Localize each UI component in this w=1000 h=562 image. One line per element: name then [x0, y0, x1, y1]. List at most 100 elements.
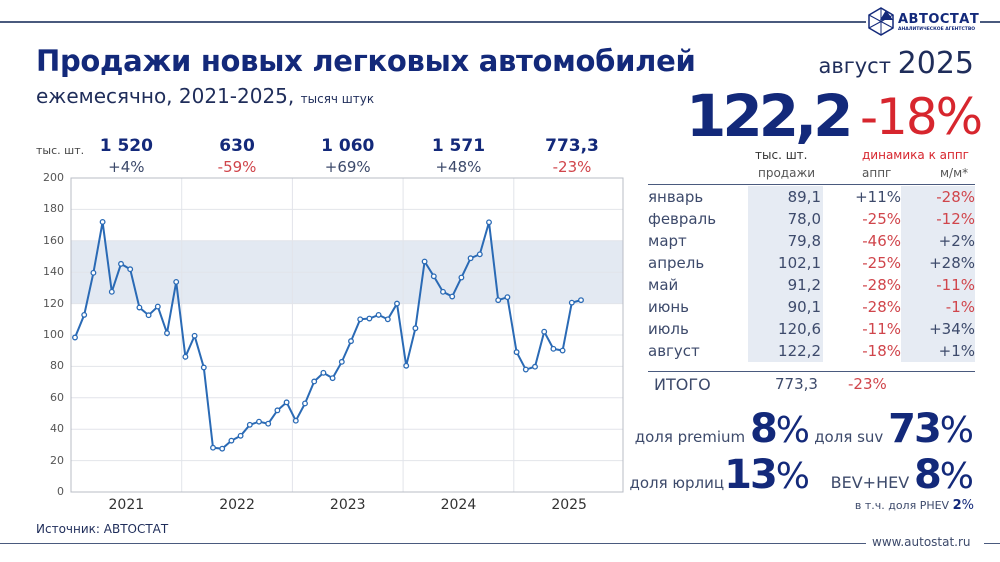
month-cell: апрель	[648, 254, 705, 272]
stat-suv-label: доля suv	[814, 428, 884, 446]
data-point	[476, 251, 483, 258]
page-title: Продажи новых легковых автомобилей	[36, 44, 696, 78]
top-rule	[0, 21, 866, 23]
mom-cell: -28%	[901, 186, 975, 208]
report-period: август 2025	[818, 46, 974, 81]
top-rule-right	[980, 21, 1000, 23]
yoy-cell: -25%	[862, 210, 901, 228]
mom-cell: +1%	[901, 340, 975, 362]
data-point	[504, 294, 511, 301]
stat-suv: доля suv 73%	[814, 406, 974, 452]
stat-legal-value: 13	[724, 452, 778, 498]
data-point	[458, 274, 465, 281]
data-point	[394, 300, 400, 307]
mom-cell: +34%	[901, 318, 975, 340]
data-point	[449, 293, 456, 300]
data-point	[191, 332, 198, 339]
data-point	[81, 311, 88, 318]
data-point	[338, 358, 345, 365]
data-point	[403, 362, 410, 369]
y-tick-label: 100	[43, 328, 64, 341]
data-point	[274, 407, 281, 414]
table-row: март 79,8 -46% +2%	[648, 230, 975, 252]
y-tick-label: 20	[50, 453, 64, 467]
stat-phev-value: 2	[952, 498, 962, 513]
year-change: +69%	[324, 158, 371, 176]
data-point	[99, 219, 106, 225]
y-tick-label: 200	[43, 171, 64, 184]
yoy-cell: -18%	[862, 342, 901, 360]
y-tick-label: 40	[50, 422, 64, 436]
stat-suv-value: 73	[888, 406, 942, 452]
sales-cell: 79,8	[748, 230, 823, 252]
data-point	[467, 255, 474, 262]
stat-bev-hev: BEV+HEV 8%	[831, 452, 974, 498]
total-label: ИТОГО	[654, 375, 711, 394]
data-point	[108, 288, 115, 295]
subtitle-main: ежемесячно, 2021-2025,	[36, 84, 295, 108]
data-point	[228, 437, 235, 444]
data-point	[127, 266, 134, 273]
sales-cell: 120,6	[748, 318, 823, 340]
data-point	[246, 421, 253, 428]
month-cell: май	[648, 276, 679, 294]
data-point	[237, 432, 244, 439]
period-year: 2025	[897, 46, 974, 81]
stat-legal: доля юрлиц13%	[629, 452, 810, 498]
data-point	[513, 349, 520, 356]
month-cell: январь	[648, 188, 704, 206]
stat-bev-value: 8	[913, 452, 942, 498]
data-point	[154, 303, 161, 310]
data-point	[219, 445, 226, 452]
table-row: апрель 102,1 -25% +28%	[648, 252, 975, 274]
pct-sign: %	[961, 498, 974, 513]
pct-sign: %	[939, 410, 974, 451]
yoy-cell: -28%	[862, 298, 901, 316]
data-point	[210, 444, 216, 451]
data-point	[550, 345, 557, 352]
page-subtitle: ежемесячно, 2021-2025, тысяч штук	[36, 84, 374, 108]
logo-hexagon-icon	[868, 7, 894, 36]
data-point	[486, 219, 492, 226]
data-point	[578, 297, 584, 304]
period-month: август	[818, 54, 891, 78]
table-row: май 91,2 -28% -11%	[648, 274, 975, 296]
total-sales: 773,3	[775, 375, 818, 393]
kpi-value: 122,2	[686, 82, 853, 150]
logo-subtitle: АНАЛИТИЧЕСКОЕ АГЕНТСТВО	[898, 27, 976, 32]
monthly-table: январь 89,1 +11% -28% февраль 78,0 -25% -12% мар…	[648, 186, 975, 362]
sales-cell: 78,0	[748, 208, 823, 230]
year-total: 1 060	[321, 136, 375, 156]
bottom-rule	[0, 543, 866, 544]
total-yoy: -23%	[848, 375, 887, 393]
sales-cell: 91,2	[748, 274, 823, 296]
yoy-cell: -25%	[862, 254, 901, 272]
year-total: 1 571	[431, 136, 486, 156]
y-tick-label: 60	[50, 390, 64, 404]
x-tick-label: 2023	[329, 497, 366, 513]
kpi-change-label: динамика к аппг	[862, 148, 969, 162]
table-row: июнь 90,1 -28% -1%	[648, 296, 975, 318]
mom-cell: +28%	[901, 252, 975, 274]
stat-bev-label: BEV+HEV	[830, 473, 910, 492]
pct-sign: %	[775, 456, 810, 497]
subtitle-unit: тысяч штук	[300, 92, 375, 106]
data-point	[412, 325, 419, 332]
data-point	[265, 420, 272, 427]
data-point	[72, 334, 78, 341]
source-note: Источник: АВТОСТАТ	[36, 522, 169, 536]
unit-label: тыс. шт.	[36, 144, 85, 157]
data-point	[421, 258, 428, 265]
month-cell: июль	[648, 320, 689, 338]
stat-phev-label: в т.ч. доля PHEV	[854, 499, 950, 512]
website-link[interactable]: www.autostat.ru	[872, 535, 971, 549]
data-point	[173, 278, 180, 285]
data-point	[430, 273, 437, 280]
kpi-change: -18%	[860, 88, 983, 146]
data-point	[256, 418, 262, 425]
year-total: 1 520	[99, 136, 153, 156]
data-point	[311, 378, 318, 385]
year-change: +48%	[435, 158, 482, 176]
kpi-unit: тыс. шт.	[755, 148, 808, 162]
